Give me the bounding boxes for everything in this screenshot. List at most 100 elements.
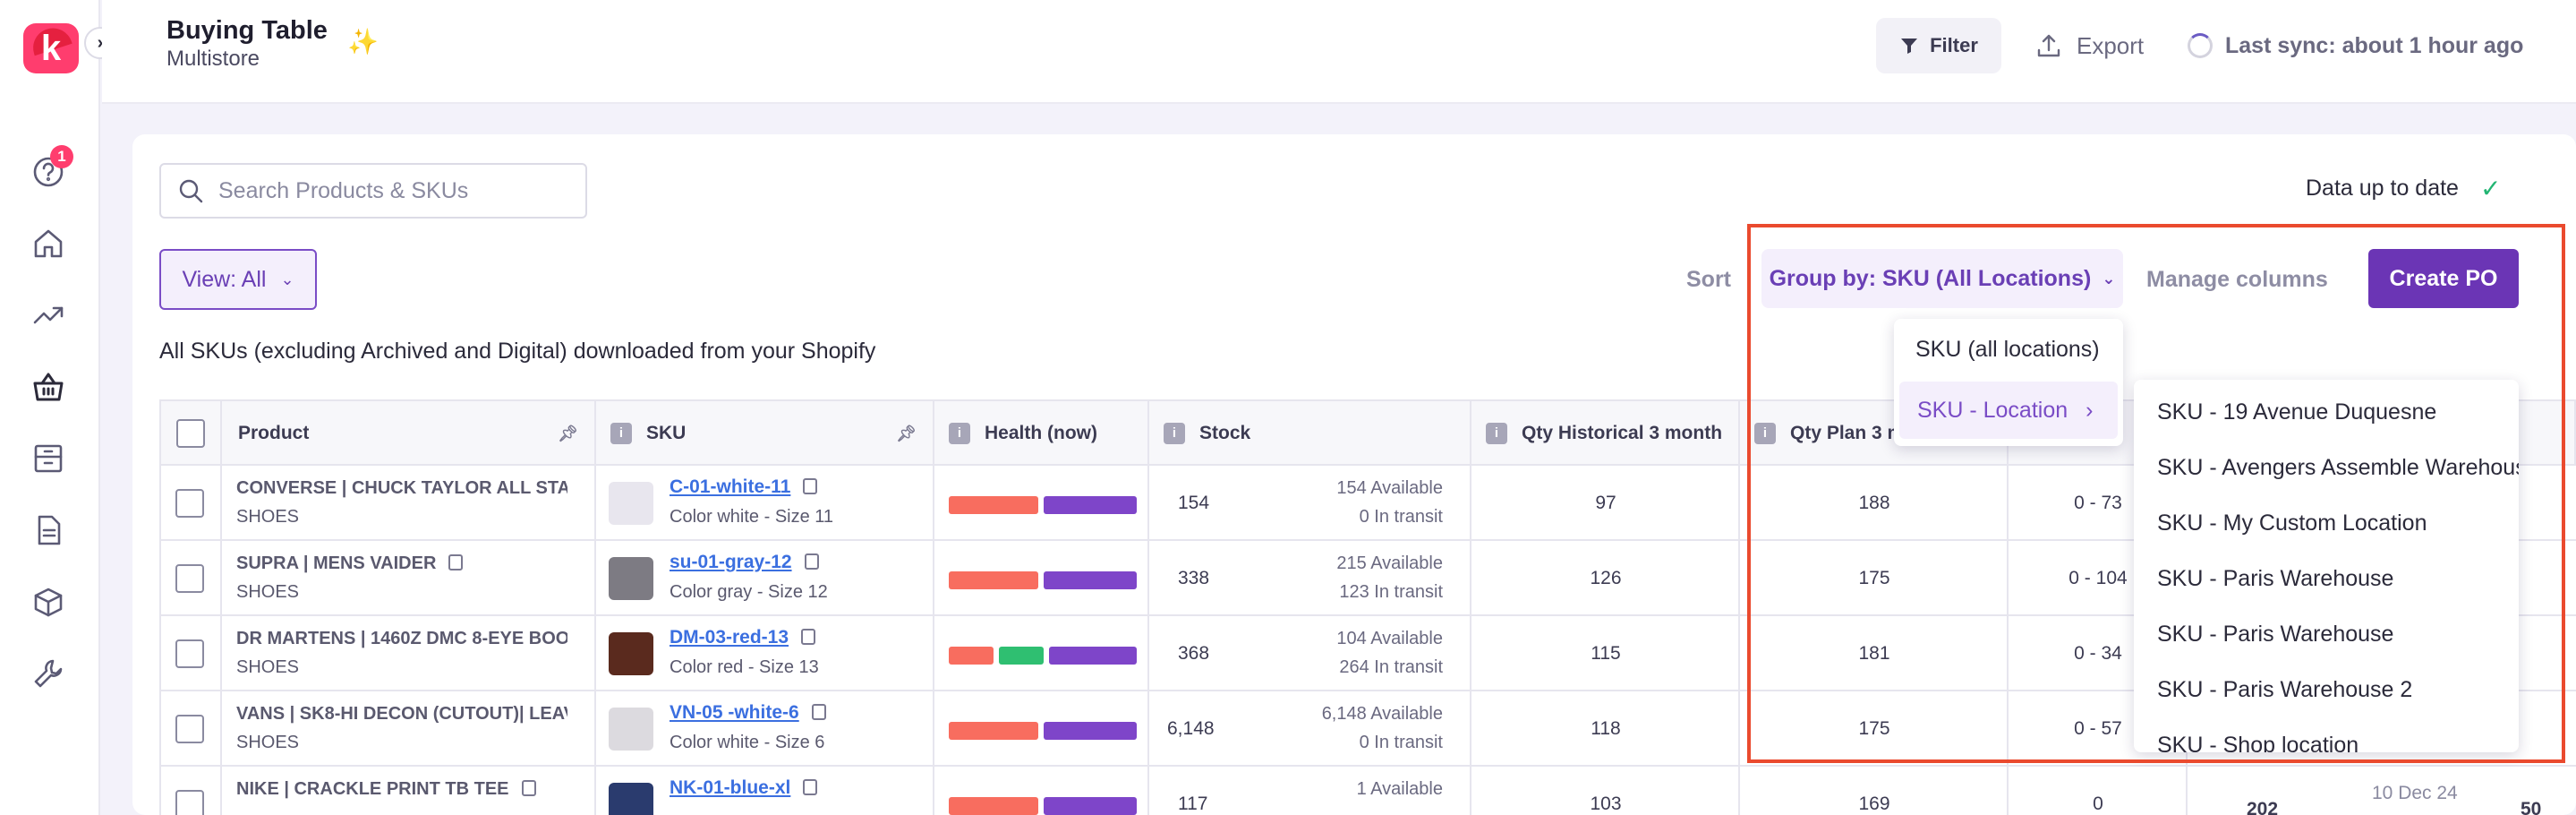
header-qty-plan[interactable]: i Qty Plan 3 mo [1740, 401, 2009, 466]
product-name[interactable]: CONVERSE | CHUCK TAYLOR ALL STAR [236, 478, 567, 499]
view-select-button[interactable]: View: All ⌄ [159, 249, 317, 310]
sparkle-icon[interactable]: ✨ [347, 28, 379, 56]
row-select-cell [161, 767, 222, 815]
sku-link[interactable]: NK-01-blue-xl [670, 777, 818, 799]
trending-icon[interactable] [30, 297, 66, 333]
submenu-item-location[interactable]: SKU - Paris Warehouse [2157, 566, 2394, 591]
product-name[interactable]: SUPRA | MENS VAIDER [236, 553, 567, 574]
sku-text: NK-01-blue-xl [670, 777, 791, 798]
view-label: View: All [182, 266, 267, 292]
stock-total: 154 [1178, 493, 1210, 513]
range-value: 0 - 104 [2068, 568, 2128, 588]
row-checkbox[interactable] [175, 564, 204, 593]
row-checkbox[interactable] [175, 489, 204, 518]
submenu-item-location[interactable]: SKU - Avengers Assemble Warehouse [2157, 455, 2519, 480]
header-health[interactable]: i Health (now) [934, 401, 1149, 466]
info-icon[interactable]: i [1754, 423, 1776, 444]
header-product[interactable]: Product 📌︎ [222, 401, 596, 466]
create-po-button[interactable]: Create PO [2368, 249, 2519, 308]
sku-link[interactable]: C-01-white-11 [670, 476, 818, 498]
app-logo[interactable]: k [23, 22, 79, 73]
sku-link[interactable]: DM-03-red-13 [670, 627, 816, 648]
wrench-icon[interactable] [30, 656, 66, 691]
stock-cell: 154 154 Available 0 In transit [1149, 466, 1471, 541]
document-icon[interactable] [30, 512, 66, 548]
menu-item-sku-location[interactable]: SKU - Location › [1899, 382, 2118, 439]
product-name[interactable]: VANS | SK8-HI DECON (CUTOUT)| LEAVES [236, 704, 567, 725]
health-segment [1044, 496, 1137, 514]
product-name[interactable]: NIKE | CRACKLE PRINT TB TEE [236, 779, 567, 800]
copy-icon[interactable] [801, 629, 816, 645]
row-checkbox[interactable] [175, 790, 204, 815]
sku-link[interactable]: VN-05 -white-6 [670, 702, 826, 724]
info-icon[interactable]: i [949, 423, 970, 444]
qty-historical-value: 103 [1590, 794, 1622, 814]
header-qty-historical[interactable]: i Qty Historical 3 month [1471, 401, 1740, 466]
page-subtitle: Multistore [166, 47, 260, 71]
qty-plan-cell: 169 [1740, 767, 2009, 815]
product-category: SHOES [236, 657, 300, 677]
stock-total: 338 [1178, 568, 1210, 588]
qty-historical-cell: 126 [1471, 541, 1740, 616]
health-segment [949, 722, 1039, 740]
sku-cell: C-01-white-11 Color white - Size 11 [596, 466, 934, 541]
table-row[interactable]: CONVERSE | CHUCK TAYLOR ALL STAR SHOES C-0… [159, 466, 2576, 541]
manage-columns-button[interactable]: Manage columns [2146, 267, 2328, 292]
health-bar [949, 647, 1137, 665]
copy-icon[interactable] [521, 780, 536, 796]
row-select-cell [161, 541, 222, 616]
qty-plan-value: 188 [1858, 493, 1890, 513]
info-icon[interactable]: i [1486, 423, 1507, 444]
table-row[interactable]: SUPRA | MENS VAIDER SHOES su-01-gray-12 Col… [159, 541, 2576, 616]
product-name[interactable]: DR MARTENS | 1460Z DMC 8-EYE BOOT [236, 629, 567, 649]
submenu-item-location[interactable]: SKU - Shop location [2157, 733, 2359, 752]
table-row[interactable]: NIKE | CRACKLE PRINT TB TEE NK-01-blue-xl… [159, 767, 2576, 815]
product-category: SHOES [236, 733, 300, 752]
info-icon[interactable]: i [1164, 423, 1185, 444]
sku-link[interactable]: su-01-gray-12 [670, 552, 819, 573]
basket-icon[interactable] [30, 369, 66, 405]
copy-icon[interactable] [803, 779, 818, 795]
health-segment [949, 647, 994, 665]
sku-cell: DM-03-red-13 Color red - Size 13 [596, 616, 934, 691]
submenu-item-location[interactable]: SKU - Paris Warehouse [2157, 622, 2394, 647]
search-input[interactable] [218, 177, 576, 204]
help-icon[interactable] [30, 154, 66, 190]
pin-icon[interactable]: 📌︎ [896, 424, 917, 442]
sort-button[interactable]: Sort [1686, 267, 1731, 292]
extra-value: 202 [2247, 799, 2279, 815]
copy-icon[interactable] [811, 704, 826, 720]
row-checkbox[interactable] [175, 639, 204, 668]
filter-button[interactable]: Filter [1876, 18, 2001, 73]
qty-historical-value: 126 [1590, 568, 1622, 588]
copy-icon[interactable] [448, 554, 464, 570]
qty-historical-cell: 103 [1471, 767, 1740, 815]
range-value: 0 [2093, 794, 2103, 814]
export-button[interactable]: Export [2035, 18, 2144, 73]
group-by-button[interactable]: Group by: SKU (All Locations) ⌄ [1761, 249, 2123, 308]
submenu-item-location[interactable]: SKU - 19 Avenue Duquesne [2157, 399, 2437, 425]
submenu-item-location[interactable]: SKU - Paris Warehouse 2 [2157, 677, 2413, 702]
export-icon [2037, 34, 2060, 57]
page-title: Buying Table [166, 16, 328, 45]
table-row[interactable]: DR MARTENS | 1460Z DMC 8-EYE BOOT SHOES DM… [159, 616, 2576, 691]
menu-item-sku-all-locations[interactable]: SKU (all locations) [1915, 337, 2100, 362]
copy-icon[interactable] [803, 478, 818, 494]
product-cell: NIKE | CRACKLE PRINT TB TEE [222, 767, 596, 815]
info-icon[interactable]: i [610, 423, 632, 444]
row-checkbox[interactable] [175, 715, 204, 743]
pin-icon[interactable]: 📌︎ [558, 424, 578, 442]
submenu-item-location[interactable]: SKU - My Custom Location [2157, 510, 2427, 536]
inventory-icon[interactable] [30, 441, 66, 476]
copy-icon[interactable] [804, 553, 819, 570]
box-icon[interactable] [30, 584, 66, 620]
select-all-checkbox[interactable] [176, 419, 205, 448]
product-thumbnail [609, 557, 653, 600]
stock-cell: 117 1 Available [1149, 767, 1471, 815]
logo-letter: k [40, 29, 62, 68]
qty-plan-cell: 175 [1740, 541, 2009, 616]
health-cell [934, 616, 1149, 691]
header-stock[interactable]: i Stock [1149, 401, 1471, 466]
home-icon[interactable] [30, 226, 66, 262]
header-sku[interactable]: i SKU 📌︎ [596, 401, 934, 466]
